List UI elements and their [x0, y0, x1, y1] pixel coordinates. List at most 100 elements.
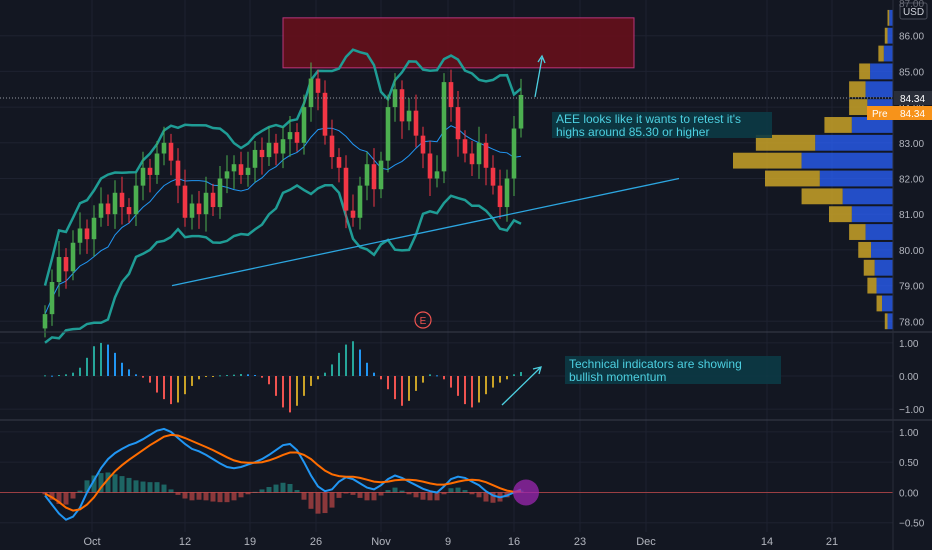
price-axis-tick-label: 78.00 [899, 317, 924, 328]
price-axis-tick-label: 81.00 [899, 210, 924, 221]
volume-profile-up-bar [883, 45, 893, 62]
candle-body-up [441, 82, 447, 172]
histogram-bar [457, 376, 459, 396]
histogram-bar [450, 376, 452, 388]
candle-body-up [301, 107, 307, 143]
volume-profile-down-bar [859, 63, 871, 80]
candle-body-up [406, 110, 412, 122]
currency-badge[interactable] [899, 2, 928, 20]
x-axis-tick-label: Oct [83, 536, 100, 548]
candle-body-up [476, 142, 482, 165]
candle-body-up [364, 164, 370, 186]
histogram-bar [79, 367, 81, 376]
macd-histogram-bar [63, 492, 69, 505]
histogram-bar [520, 372, 522, 376]
macd-histogram-bar [84, 480, 90, 493]
volume-profile-up-bar [801, 152, 893, 169]
price-axis-tick-label: 86.00 [899, 32, 924, 43]
candle-body-up [56, 257, 62, 283]
candle-body-down [490, 167, 496, 186]
candle-body-down [427, 153, 433, 179]
price-axis-tick-label: 80.00 [899, 246, 924, 257]
x-axis-tick-label: 12 [179, 536, 191, 548]
candle-body-down [413, 110, 419, 136]
histogram-bar [492, 376, 494, 388]
macd-histogram-bar [455, 487, 461, 493]
last-price-value: 84.34 [900, 94, 925, 105]
volume-profile-down-bar [755, 134, 816, 151]
histogram-bar [373, 372, 375, 376]
macd-histogram-bar [441, 492, 447, 495]
candle-body-down [469, 153, 475, 165]
macd-histogram-bar [224, 492, 230, 503]
volume-profile-up-bar [876, 277, 893, 294]
volume-profile-down-bar [884, 313, 888, 330]
macd-histogram-bar [280, 482, 286, 493]
candle-body-up [224, 171, 230, 179]
macd-axis-tick-label: 0.50 [899, 458, 919, 469]
volume-profile-up-bar [815, 134, 893, 151]
candle-body-up [70, 242, 76, 272]
histogram-bar [156, 376, 158, 393]
histogram-axis-tick-label: 0.00 [899, 372, 919, 383]
histogram-bar [499, 376, 501, 383]
macd-histogram-bar [273, 484, 279, 493]
macd-histogram-bar [140, 481, 146, 493]
volume-profile-down-bar [849, 99, 868, 116]
histogram-bar [177, 376, 179, 403]
histogram-axis-tick-label: 1.00 [899, 339, 919, 350]
macd-histogram-bar [266, 487, 272, 493]
histogram-bar [401, 376, 403, 406]
candle-body-down [329, 135, 335, 158]
macd-histogram-bar [329, 492, 335, 508]
retest-arrow-head [537, 54, 546, 64]
histogram-bar [205, 376, 207, 377]
macd-histogram-bar [427, 492, 433, 501]
candle-body-up [266, 142, 272, 158]
histogram-bar [65, 374, 67, 376]
candle-body-up [42, 314, 48, 329]
histogram-bar [345, 344, 347, 376]
candle-body-down [462, 139, 468, 154]
macd-histogram-bar [119, 476, 125, 493]
macd-histogram-bar [476, 492, 482, 498]
histogram-bar [422, 376, 424, 383]
candle-body-down [343, 167, 349, 211]
macd-histogram-bar [154, 482, 160, 493]
macd-histogram-bar [469, 492, 475, 495]
volume-profile-up-bar [865, 224, 893, 240]
macd-histogram-bar [98, 473, 104, 493]
histogram-bar [324, 372, 326, 376]
candle-body-down [399, 89, 405, 122]
momentum-arrow [501, 367, 541, 406]
histogram-bar [415, 376, 417, 391]
candle-body-down [483, 142, 489, 168]
macd-histogram-bar [413, 492, 419, 498]
macd-histogram-bar [287, 483, 293, 493]
momentum-histogram [44, 341, 522, 413]
x-axis-tick-label: 16 [508, 536, 520, 548]
macd-histogram-bar [336, 492, 342, 498]
macd-axis-tick-label: 0.00 [899, 488, 919, 499]
momentum-annotation-line1: Technical indicators are showing [569, 357, 742, 371]
macd-histogram-bar [77, 490, 83, 493]
histogram-bar [107, 344, 109, 376]
macd-histogram-bar [91, 475, 97, 493]
histogram-bar [485, 376, 487, 395]
volume-profile-down-bar [858, 241, 872, 258]
earnings-marker-icon[interactable] [414, 311, 432, 329]
histogram-bar [289, 376, 291, 413]
macd-histogram-bar [112, 474, 118, 493]
histogram-bar [513, 374, 515, 376]
histogram-bar [191, 376, 193, 386]
candle-body-down [259, 149, 265, 158]
macd-axis-tick-label: 1.00 [899, 428, 919, 439]
histogram-bar [240, 374, 242, 376]
histogram-bar [170, 376, 172, 405]
candle-body-up [189, 203, 195, 218]
candle-body-up [77, 228, 83, 243]
candle-body-down [63, 257, 69, 272]
histogram-bar [226, 375, 228, 377]
